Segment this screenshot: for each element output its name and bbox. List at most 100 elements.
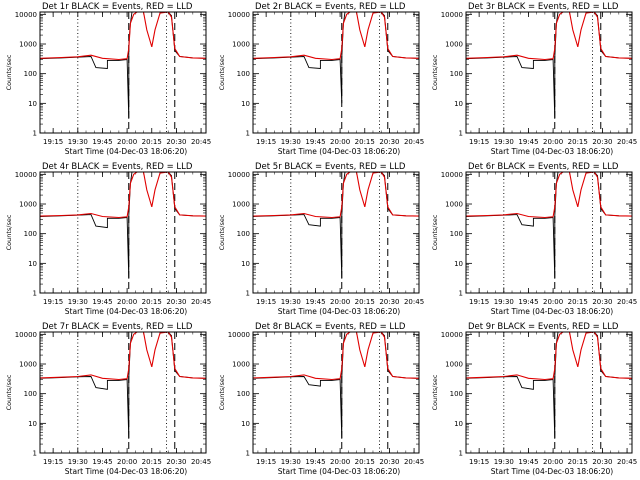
y-tick-label: 100 [237, 70, 250, 78]
y-tick-label: 10 [28, 420, 37, 428]
y-tick-label: 10000 [441, 11, 463, 19]
x-tick-label: 20:15 [355, 298, 375, 306]
x-tick-label: 20:30 [166, 138, 186, 146]
series-lld-line [40, 332, 206, 381]
panel-title: Det 9r BLACK = Events, RED = LLD [468, 322, 619, 332]
y-tick-label: 10000 [15, 331, 37, 339]
x-axis-label: Start Time (04-Dec-03 18:06:20) [65, 147, 187, 156]
y-tick-label: 1 [33, 290, 37, 298]
y-tick-label: 1 [459, 130, 463, 138]
panel-det-7r: Det 7r BLACK = Events, RED = LLD Counts/s… [5, 322, 211, 476]
y-tick-label: 100 [450, 230, 463, 238]
x-tick-label: 20:30 [592, 458, 612, 466]
x-tick-label: 19:45 [92, 138, 112, 146]
series-lld-line [466, 332, 632, 381]
y-tick-label: 100 [24, 230, 37, 238]
plot-frame [39, 171, 207, 294]
x-tick-label: 19:30 [281, 298, 301, 306]
y-tick-label: 10 [454, 100, 463, 108]
x-tick-label: 19:30 [494, 138, 514, 146]
series-lld-line [466, 172, 632, 219]
y-axis-label: Counts/sec [5, 54, 13, 90]
panel-title: Det 2r BLACK = Events, RED = LLD [255, 2, 406, 12]
y-tick-label: 10 [241, 420, 250, 428]
x-tick-label: 20:45 [191, 298, 211, 306]
x-tick-label: 20:00 [543, 458, 563, 466]
x-axis-label: Start Time (04-Dec-03 18:06:20) [491, 467, 613, 476]
y-tick-label: 1000 [232, 201, 250, 209]
panel-title: Det 8r BLACK = Events, RED = LLD [255, 322, 406, 332]
x-tick-label: 20:30 [592, 298, 612, 306]
y-tick-label: 100 [450, 70, 463, 78]
y-tick-label: 10 [454, 420, 463, 428]
plot-frame [252, 331, 420, 454]
y-tick-label: 100 [24, 390, 37, 398]
x-tick-label: 20:45 [191, 458, 211, 466]
y-tick-label: 1 [246, 450, 250, 458]
x-tick-label: 19:45 [92, 458, 112, 466]
y-tick-label: 10000 [441, 171, 463, 179]
series-events-line [466, 332, 632, 439]
x-axis-label: Start Time (04-Dec-03 18:06:20) [278, 467, 400, 476]
panel-title: Det 6r BLACK = Events, RED = LLD [468, 162, 619, 172]
y-tick-label: 1000 [445, 201, 463, 209]
x-tick-label: 20:30 [166, 458, 186, 466]
x-tick-label: 19:15 [43, 298, 63, 306]
series-events-line [253, 332, 419, 439]
plot-frame [465, 331, 633, 454]
y-tick-label: 1 [459, 290, 463, 298]
y-tick-label: 10 [28, 100, 37, 108]
y-tick-label: 1 [459, 450, 463, 458]
x-tick-label: 20:30 [379, 138, 399, 146]
y-axis-label: Counts/sec [5, 214, 13, 250]
x-tick-label: 19:45 [305, 138, 325, 146]
x-tick-label: 20:30 [379, 458, 399, 466]
x-tick-label: 20:15 [355, 138, 375, 146]
y-tick-label: 100 [237, 230, 250, 238]
x-tick-label: 19:30 [281, 138, 301, 146]
x-tick-label: 20:45 [617, 458, 637, 466]
x-axis-label: Start Time (04-Dec-03 18:06:20) [491, 147, 613, 156]
x-axis-label: Start Time (04-Dec-03 18:06:20) [65, 467, 187, 476]
x-tick-label: 20:45 [191, 138, 211, 146]
y-tick-label: 1 [246, 290, 250, 298]
x-tick-label: 20:30 [379, 298, 399, 306]
panel-det-2r: Det 2r BLACK = Events, RED = LLD Counts/s… [218, 2, 424, 156]
series-events-line [466, 172, 632, 279]
y-tick-label: 1000 [232, 41, 250, 49]
y-axis-label: Counts/sec [218, 54, 226, 90]
y-tick-label: 1000 [19, 41, 37, 49]
x-tick-label: 20:00 [330, 458, 350, 466]
y-tick-label: 1000 [19, 201, 37, 209]
y-tick-label: 10 [241, 100, 250, 108]
x-tick-label: 20:15 [142, 138, 162, 146]
x-tick-label: 19:15 [256, 138, 276, 146]
x-tick-label: 20:30 [592, 138, 612, 146]
x-tick-label: 19:30 [68, 298, 88, 306]
x-tick-label: 20:00 [117, 138, 137, 146]
series-lld-line [253, 172, 419, 219]
y-tick-label: 10000 [15, 11, 37, 19]
y-tick-label: 100 [450, 390, 463, 398]
y-tick-label: 100 [237, 390, 250, 398]
x-tick-label: 19:45 [92, 298, 112, 306]
x-tick-label: 19:45 [518, 138, 538, 146]
x-tick-label: 20:00 [543, 138, 563, 146]
series-lld-line [253, 332, 419, 381]
y-axis-label: Counts/sec [5, 374, 13, 410]
panel-det-1r: Det 1r BLACK = Events, RED = LLD Counts/s… [5, 2, 211, 156]
panel-title: Det 4r BLACK = Events, RED = LLD [42, 162, 193, 172]
panel-det-8r: Det 8r BLACK = Events, RED = LLD Counts/s… [218, 322, 424, 476]
x-tick-label: 20:45 [404, 298, 424, 306]
y-tick-label: 10 [28, 260, 37, 268]
x-tick-label: 19:45 [518, 298, 538, 306]
x-tick-label: 19:15 [469, 138, 489, 146]
series-lld-line [40, 172, 206, 219]
series-events-line [253, 172, 419, 279]
plot-frame [465, 11, 633, 134]
x-axis-label: Start Time (04-Dec-03 18:06:20) [278, 307, 400, 316]
x-tick-label: 19:15 [256, 458, 276, 466]
y-tick-label: 10000 [228, 171, 250, 179]
y-axis-label: Counts/sec [218, 214, 226, 250]
series-lld-line [40, 12, 206, 61]
